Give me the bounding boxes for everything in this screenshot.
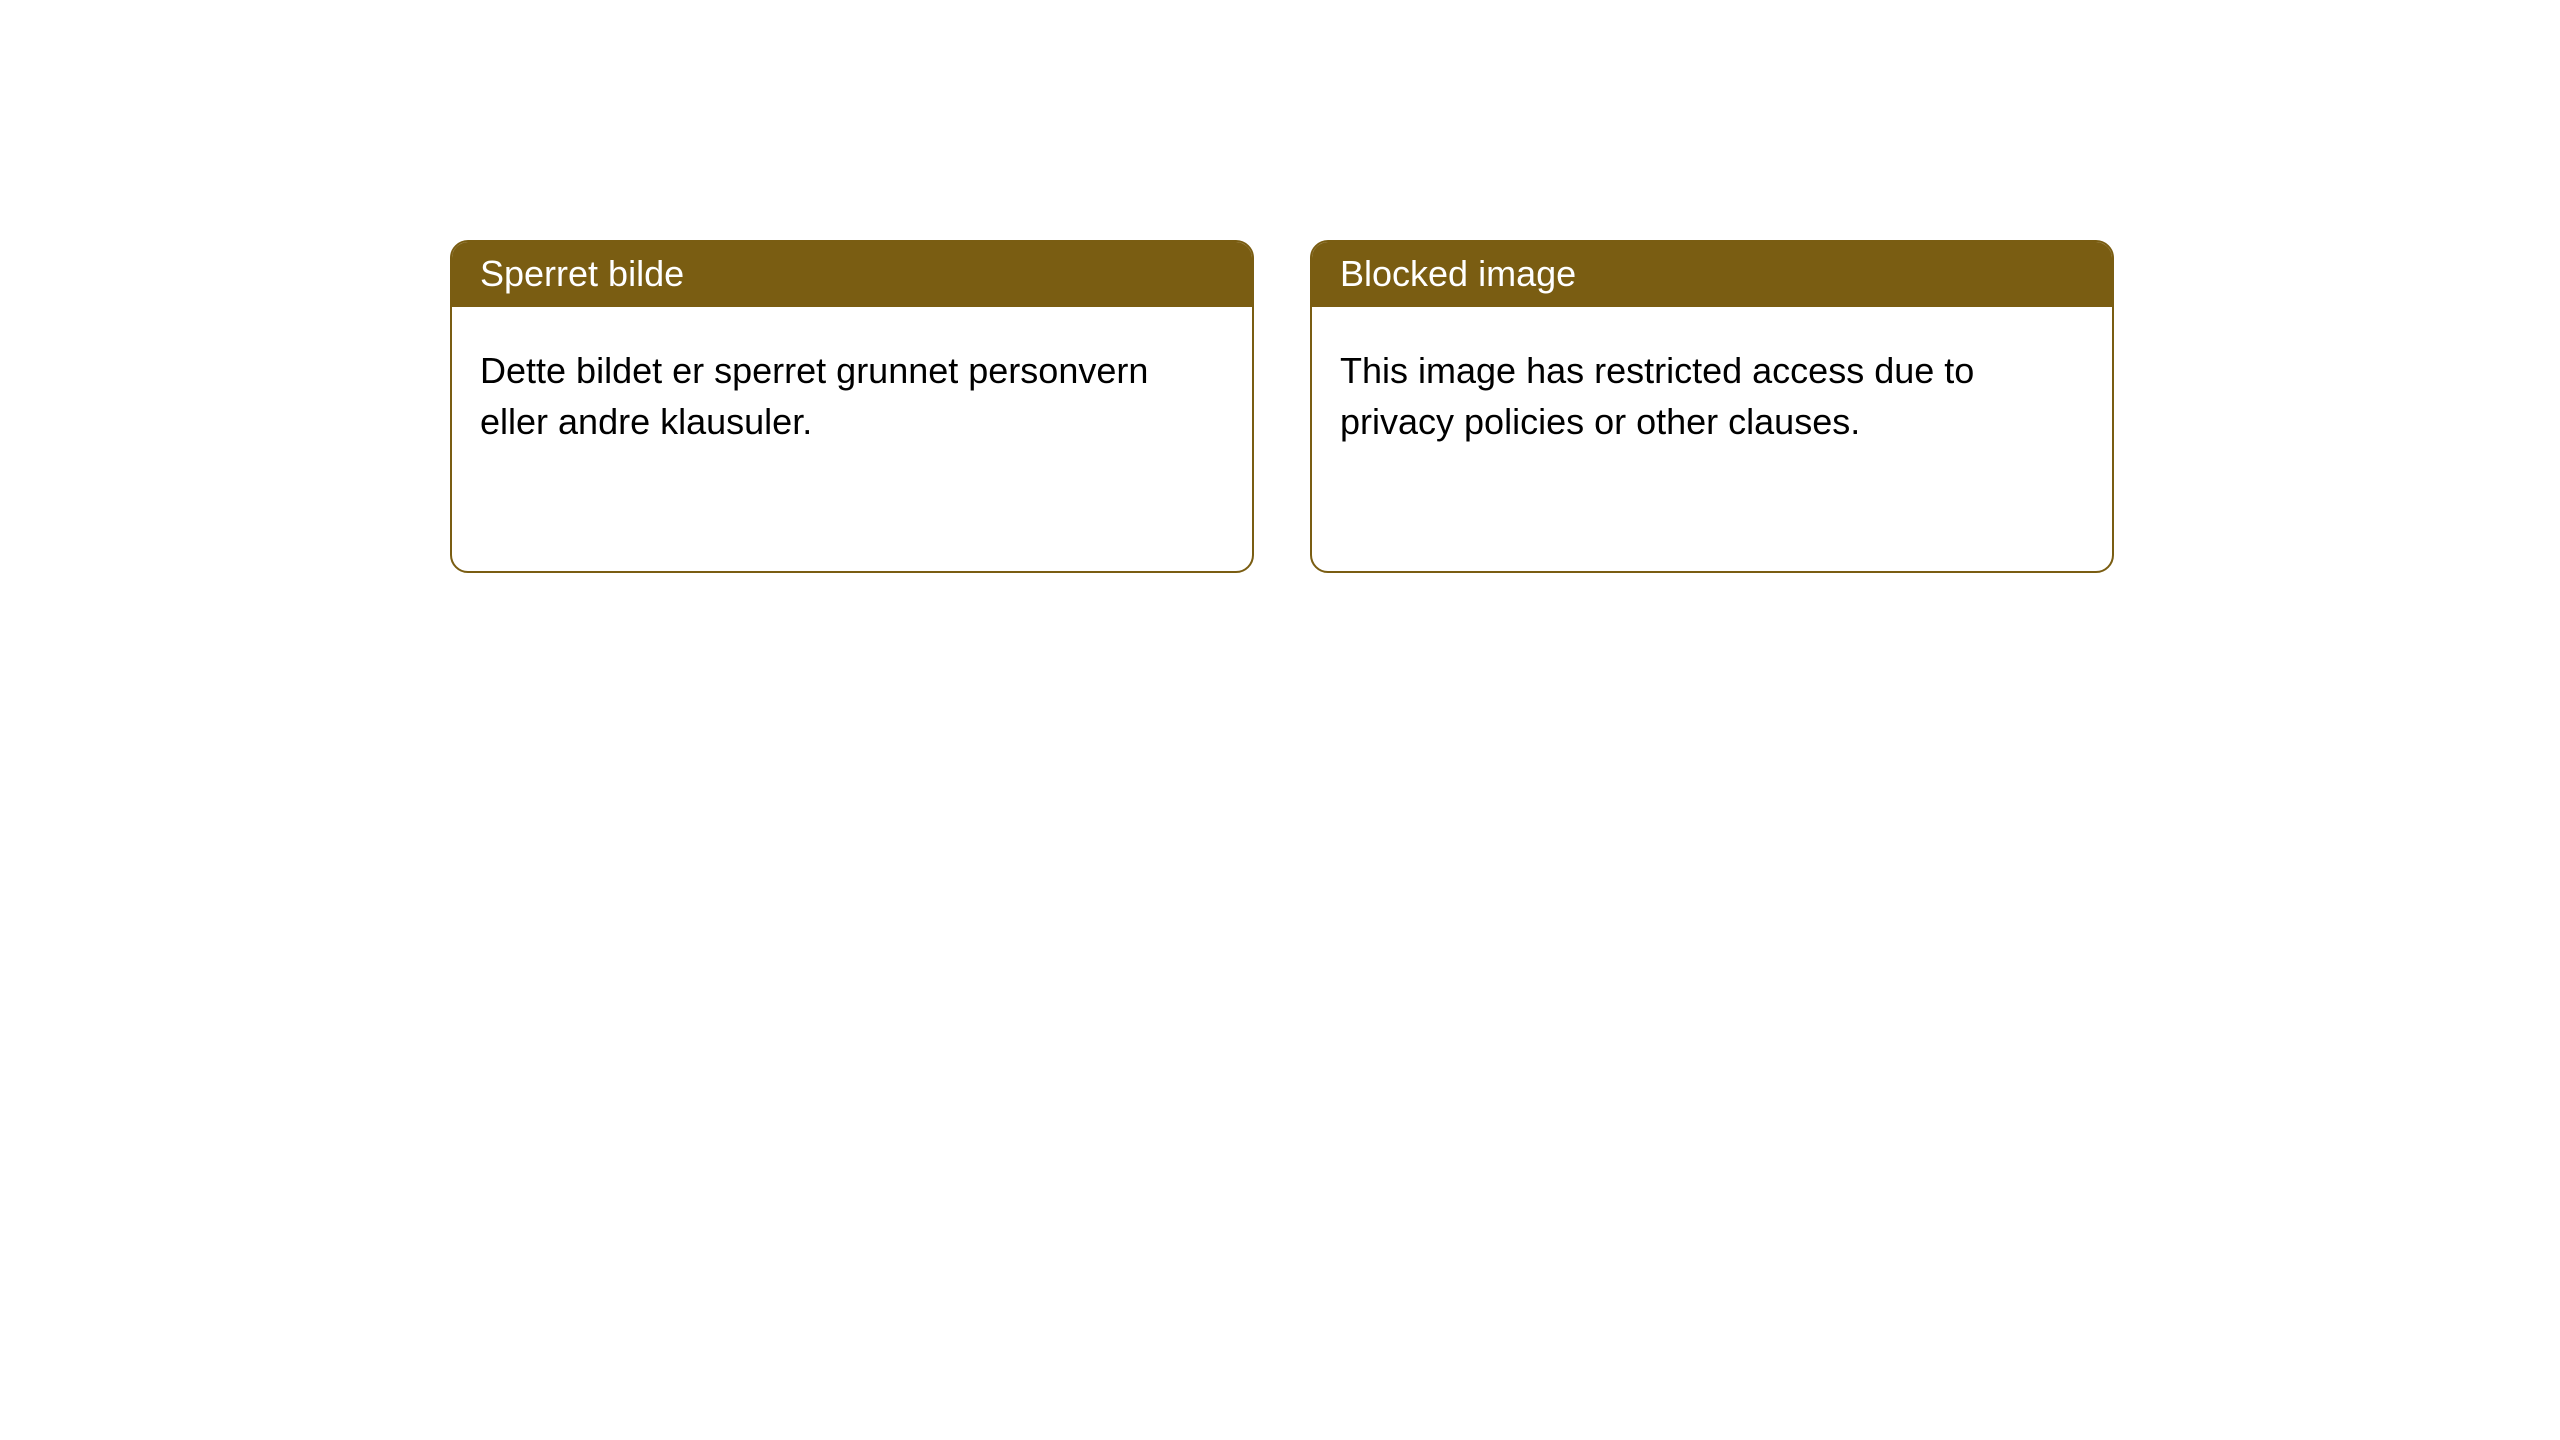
card-title: Sperret bilde: [480, 253, 684, 294]
card-body: This image has restricted access due to …: [1312, 307, 2112, 571]
card-header: Blocked image: [1312, 242, 2112, 307]
notice-card-norwegian: Sperret bilde Dette bildet er sperret gr…: [450, 240, 1254, 573]
card-body-text: Dette bildet er sperret grunnet personve…: [480, 350, 1148, 442]
card-title: Blocked image: [1340, 253, 1576, 294]
card-body-text: This image has restricted access due to …: [1340, 350, 1974, 442]
notice-container: Sperret bilde Dette bildet er sperret gr…: [0, 0, 2560, 573]
card-body: Dette bildet er sperret grunnet personve…: [452, 307, 1252, 571]
card-header: Sperret bilde: [452, 242, 1252, 307]
notice-card-english: Blocked image This image has restricted …: [1310, 240, 2114, 573]
